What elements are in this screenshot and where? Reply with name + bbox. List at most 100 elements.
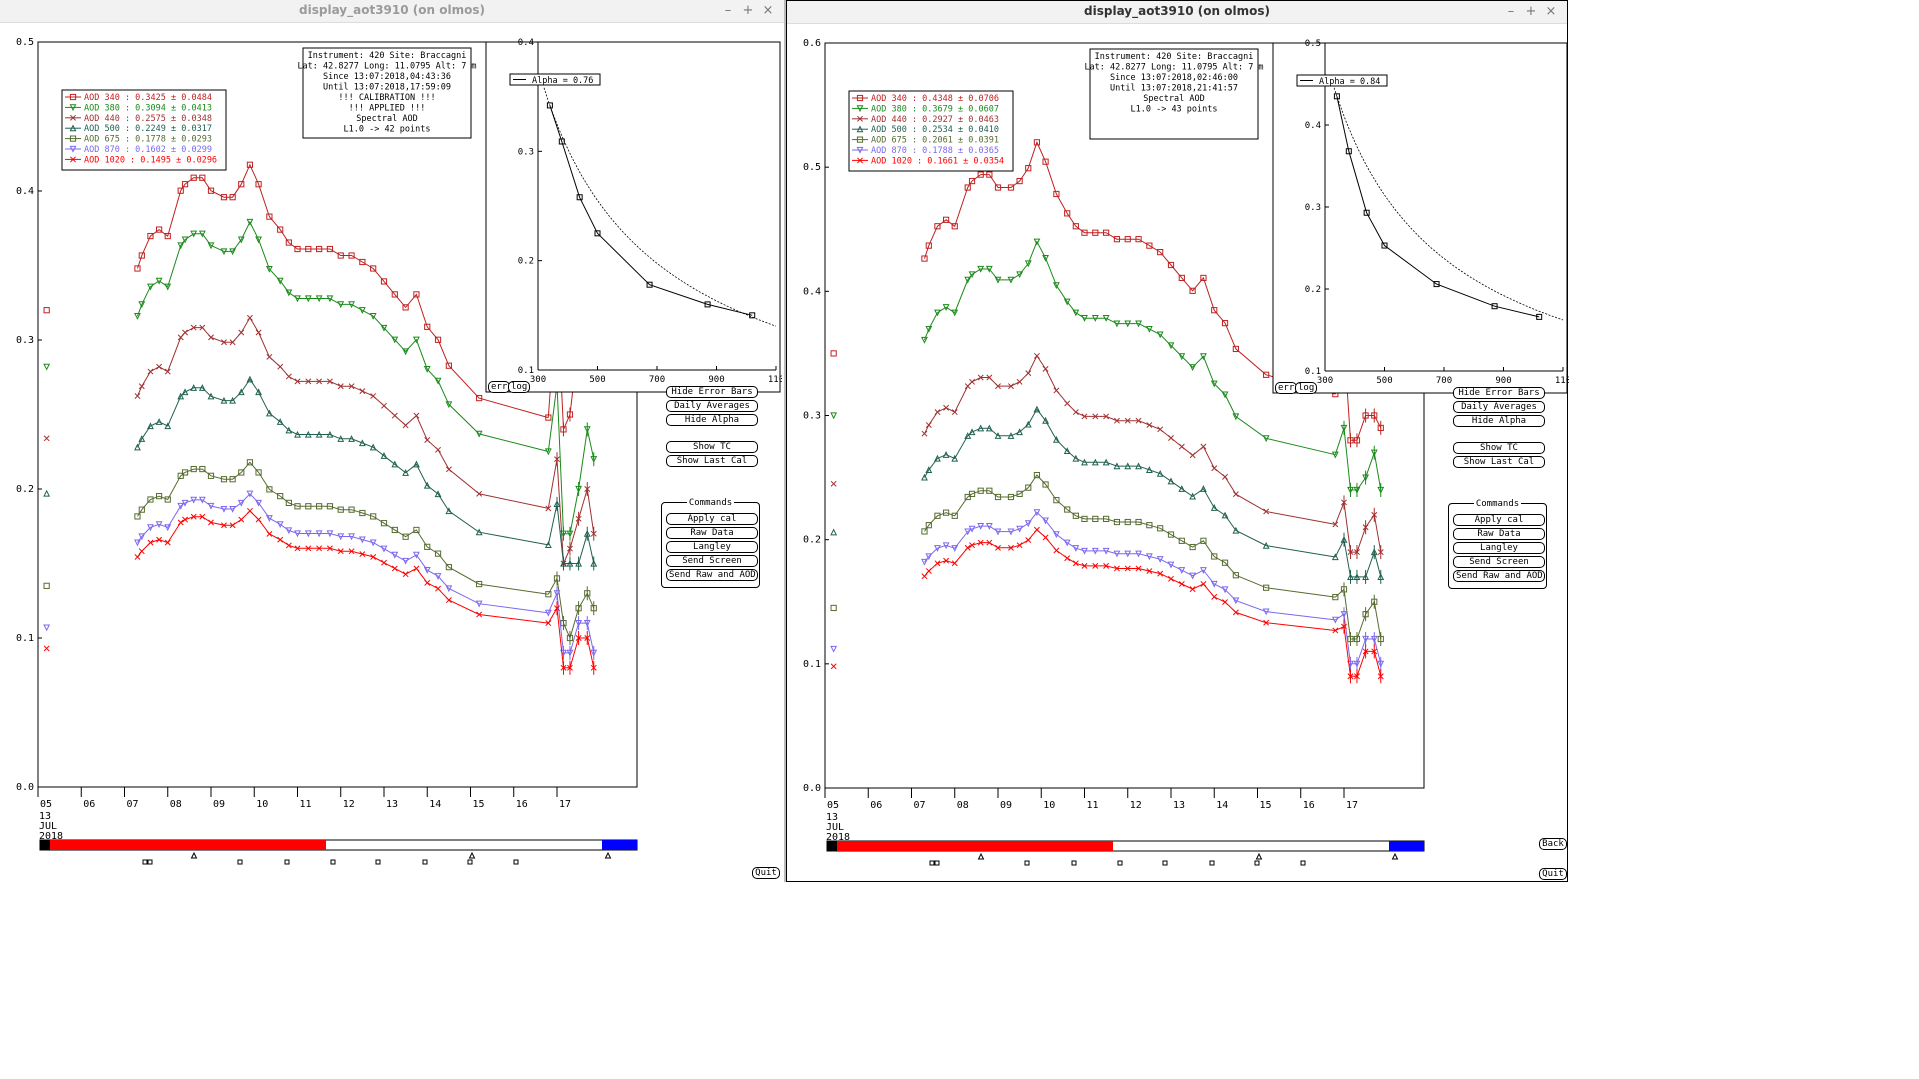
data-point [921,573,928,580]
data-point [381,559,387,566]
commands-title: Commands [1448,499,1547,509]
langley-button[interactable]: Langley [666,541,758,553]
legend-entry: AOD 440 : 0.2575 ± 0.0348 [84,114,212,124]
x-tick-label: 08 [957,800,969,811]
minimize-icon[interactable]: – [1507,4,1515,19]
hide-alpha-button[interactable]: Hide Alpha [666,414,758,426]
time-marker [142,859,148,865]
hide-error-bars-button[interactable]: Hide Error Bars [1453,387,1545,399]
data-point [229,505,237,513]
data-point [1016,525,1024,533]
time-marker [1300,860,1306,866]
langley-button[interactable]: Langley [1453,542,1545,554]
data-point [1092,413,1099,420]
data-point [147,539,154,546]
show-tc-button[interactable]: Show TC [666,441,758,453]
log-toggle-button[interactable]: log [508,381,530,393]
x-tick-label: 14 [429,799,441,810]
inset-y-tick-label: 0.3 [1305,203,1321,213]
data-point [1024,420,1032,428]
data-point [1332,521,1339,528]
data-point [255,181,262,188]
send-screen-button[interactable]: Send Screen [666,555,758,567]
data-point [266,530,273,537]
data-point [977,539,984,546]
data-point [986,487,993,494]
x-tick-label: 08 [170,799,182,810]
data-point [348,383,355,390]
daily-averages-button[interactable]: Daily Averages [666,400,758,412]
apply-cal-button[interactable]: Apply cal [1453,514,1545,526]
raw-data-button[interactable]: Raw Data [1453,528,1545,540]
data-point [1135,565,1142,572]
maximize-icon[interactable]: + [742,3,754,18]
quit-button[interactable]: Quit [1539,868,1567,880]
data-point [391,460,399,468]
time-marker-triangle [468,851,476,859]
hide-error-bars-button[interactable]: Hide Error Bars [666,386,758,398]
data-point [190,230,198,238]
daily-averages-button[interactable]: Daily Averages [1453,401,1545,413]
data-point [925,568,932,575]
data-point [369,313,377,320]
show-last-cal-button[interactable]: Show Last Cal [666,455,758,467]
legend-entry: AOD 675 : 0.1778 ± 0.0293 [84,135,212,145]
raw-data-button[interactable]: Raw Data [666,527,758,539]
data-point [1092,562,1099,569]
data-point [305,245,312,253]
data-point [964,184,971,191]
data-point [1145,325,1153,333]
close-icon[interactable]: × [1545,4,1557,19]
legend-marker [69,145,77,153]
data-point [1167,342,1175,350]
data-point [1016,271,1024,279]
data-point [138,301,146,309]
send-raw-and-aod-button[interactable]: Send Raw and AOD [1453,570,1545,582]
data-point [1124,518,1131,526]
err-toggle-button[interactable]: err [488,381,510,393]
legend-marker [856,125,864,133]
send-screen-button[interactable]: Send Screen [1453,556,1545,568]
series-aod-500 [43,375,598,571]
inset-x-tick-label: 700 [649,375,665,385]
data-point [1263,508,1270,515]
back-button[interactable]: Back [1539,838,1567,850]
time-marker [330,859,336,865]
series-line [924,474,1336,598]
data-point [402,571,409,578]
data-point [1053,190,1060,198]
data-point [315,295,323,303]
series-line [924,240,1336,456]
maximize-icon[interactable]: + [1525,4,1537,19]
data-point [402,304,409,311]
data-point [1232,345,1239,353]
data-point [1211,465,1218,472]
apply-cal-button[interactable]: Apply cal [666,513,758,525]
data-point [1124,236,1131,243]
inset-data-point [1536,313,1543,320]
err-toggle-button[interactable]: err [1275,382,1297,394]
data-point [1221,320,1229,327]
show-last-cal-button[interactable]: Show Last Cal [1453,456,1545,468]
data-point [207,502,215,510]
info-box [1089,48,1259,140]
data-point [424,579,431,586]
data-point [1262,435,1270,443]
data-point [1102,547,1110,555]
show-tc-button[interactable]: Show TC [1453,442,1545,454]
inset-x-tick-label: 300 [1317,376,1333,386]
info-line: Since 13:07:2018,02:46:00 [1110,73,1238,83]
data-point [156,536,163,543]
legend-marker [856,136,864,143]
data-point [402,348,410,356]
quit-button[interactable]: Quit [752,867,780,879]
minimize-icon[interactable]: – [724,3,732,18]
data-point [147,232,154,240]
data-point [1221,559,1229,566]
close-icon[interactable]: × [762,3,774,18]
send-raw-and-aod-button[interactable]: Send Raw and AOD [666,569,758,581]
log-toggle-button[interactable]: log [1295,382,1317,394]
legend-entry: AOD 500 : 0.2534 ± 0.0410 [871,125,999,135]
hide-alpha-button[interactable]: Hide Alpha [1453,415,1545,427]
data-point [237,388,245,396]
